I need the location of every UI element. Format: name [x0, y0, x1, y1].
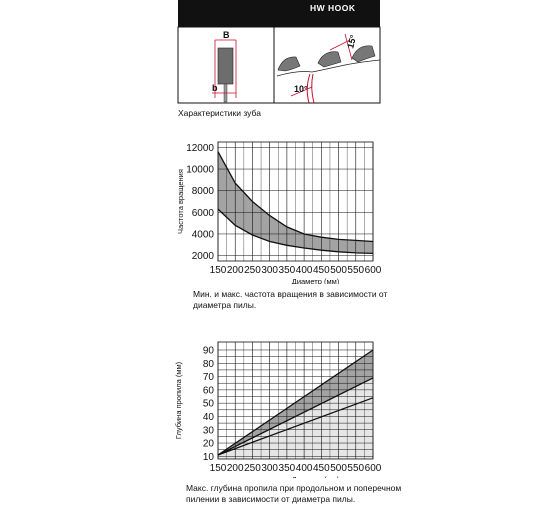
x-tick-label: 350 — [279, 463, 296, 474]
x-tick-label: 600 — [365, 463, 382, 474]
x-tick-label: 200 — [227, 265, 244, 276]
dim-b-upper: B — [223, 30, 230, 40]
y-tick-label: 30 — [203, 425, 215, 436]
x-tick-label: 300 — [261, 463, 278, 474]
y-tick-label: 10 — [203, 452, 215, 463]
plot-frame — [217, 341, 374, 460]
x-tick-label: 250 — [244, 265, 261, 276]
y-axis-label: Глубина пропила (мм) — [174, 361, 183, 439]
x-tick-label: 400 — [296, 463, 313, 474]
y-tick-label: 2000 — [192, 251, 215, 262]
y-tick-label: 40 — [203, 412, 215, 423]
x-tick-label: 550 — [347, 265, 364, 276]
series-line-2 — [217, 208, 374, 255]
x-tick-label: 300 — [261, 265, 278, 276]
y-tick-label: 80 — [203, 359, 215, 370]
series-line-2 — [217, 377, 374, 456]
series-line-1 — [217, 349, 374, 456]
y-tick-label: 50 — [203, 399, 215, 410]
y-tick-label: 4000 — [192, 229, 215, 240]
rpm-chart: 150 200 250 300 350 400 450 500 550 600 2000 4000 60… — [176, 141, 382, 284]
x-tick-label: 550 — [347, 463, 364, 474]
rpm-range-fill — [218, 151, 373, 254]
x-tick-label: 250 — [244, 463, 261, 474]
dim-b-lower: b — [212, 83, 218, 93]
x-axis-label: Диаметр (мм) — [292, 475, 340, 478]
x-tick-label: 200 — [227, 463, 244, 474]
y-tick-label: 20 — [203, 439, 215, 450]
plot-frame — [217, 141, 374, 262]
series-line-3 — [217, 397, 374, 456]
y-tick-label: 60 — [203, 385, 215, 396]
x-tick-label: 450 — [313, 265, 330, 276]
x-axis-label: Диаметр (мм) — [292, 277, 340, 284]
y-tick-label: 10000 — [186, 165, 214, 176]
angle-rake: 10° — [294, 84, 308, 94]
rpm-chart-caption: Мин. и макс. частота вращения в зависимо… — [193, 289, 388, 310]
cut-depth-chart-caption: Макс. глубина пропила при продольном и п… — [186, 483, 402, 504]
y-tick-label: 12000 — [186, 143, 214, 154]
y-tick-label: 70 — [203, 372, 215, 383]
y-tick-label: 6000 — [192, 208, 215, 219]
y-tick-label: 8000 — [192, 186, 215, 197]
x-tick-label: 450 — [313, 463, 330, 474]
x-tick-label: 500 — [330, 265, 347, 276]
y-tick-label: 90 — [203, 345, 215, 356]
x-tick-label: 150 — [210, 463, 227, 474]
angle-clearance: 15° — [345, 33, 358, 49]
x-tick-label: 400 — [296, 265, 313, 276]
tooth-caption: Характеристики зуба — [178, 108, 261, 118]
x-tick-label: 500 — [330, 463, 347, 474]
y-axis-label: Частота вращения — [176, 169, 185, 234]
series-line-1 — [217, 151, 374, 243]
cut-depth-chart: 150 200 250 300 350 400 450 500 550 600 10 20 30 40 50… — [174, 341, 382, 478]
x-tick-label: 150 — [210, 265, 227, 276]
header-badge: HW HOOK — [310, 3, 356, 13]
x-tick-label: 350 — [279, 265, 296, 276]
x-tick-label: 600 — [365, 265, 382, 276]
tooth-diagram: B b 10° 15° — [177, 26, 381, 104]
header-bar — [178, 0, 380, 27]
